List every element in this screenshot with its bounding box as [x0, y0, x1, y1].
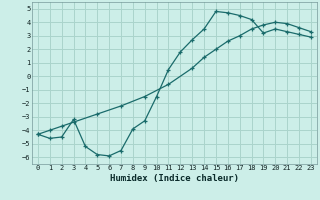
X-axis label: Humidex (Indice chaleur): Humidex (Indice chaleur) — [110, 174, 239, 183]
